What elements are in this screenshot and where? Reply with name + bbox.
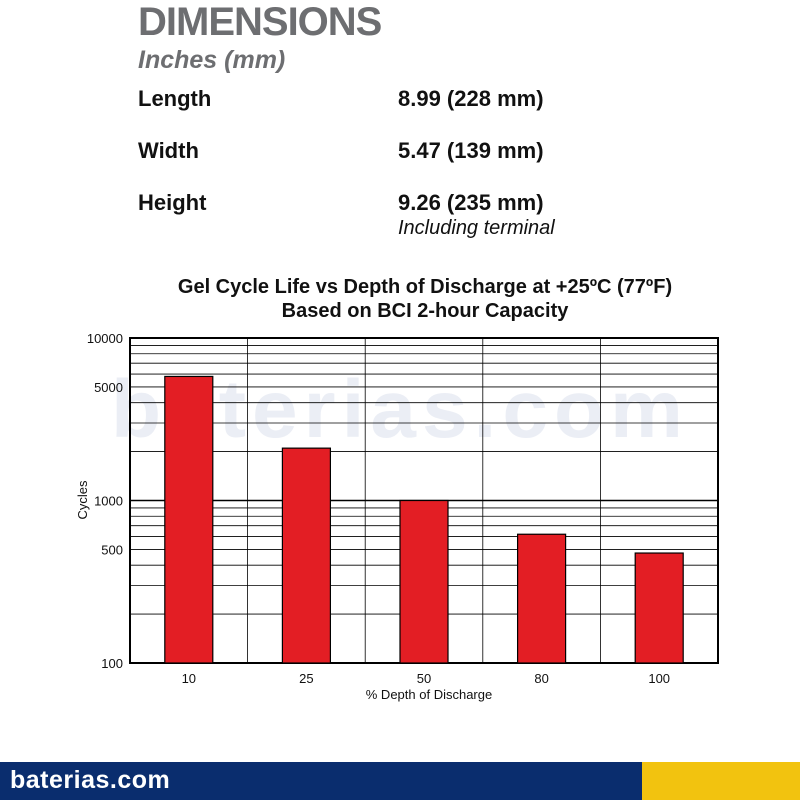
y-tick-label: 100 xyxy=(101,656,123,671)
y-tick-label: 500 xyxy=(101,542,123,557)
footer-logo[interactable]: baterias.com xyxy=(10,766,171,794)
x-axis-label: % Depth of Discharge xyxy=(366,687,492,702)
y-tick-label: 5000 xyxy=(94,380,123,395)
x-tick-label: 50 xyxy=(417,671,431,686)
dimension-label: Width xyxy=(138,138,199,163)
y-tick-label: 1000 xyxy=(94,494,123,509)
footer-bar: baterias.com xyxy=(0,762,800,800)
bar xyxy=(399,499,449,664)
x-tick-label: 80 xyxy=(534,671,548,686)
x-tick-label: 100 xyxy=(648,671,670,686)
dimension-row-length: Length 8.99 (228 mm) xyxy=(138,86,698,116)
footer-accent xyxy=(642,762,800,800)
dimension-row-height: Height 9.26 (235 mm) Including terminal xyxy=(138,190,698,239)
y-tick-label: 10000 xyxy=(87,331,123,346)
dimension-value: 5.47 (139 mm) xyxy=(398,138,544,163)
bar xyxy=(164,375,214,664)
x-tick-label: 25 xyxy=(299,671,313,686)
x-tick-label: 10 xyxy=(182,671,196,686)
bar xyxy=(634,552,684,664)
dimension-row-width: Width 5.47 (139 mm) xyxy=(138,138,698,168)
dimensions-subtitle: Inches (mm) xyxy=(138,46,286,74)
dimension-label: Height xyxy=(138,190,207,215)
dimension-value: 9.26 (235 mm) xyxy=(398,190,544,215)
dimensions-title: DIMENSIONS xyxy=(138,0,382,44)
dimension-value: 8.99 (228 mm) xyxy=(398,86,544,111)
chart-title: Gel Cycle Life vs Depth of Discharge at … xyxy=(177,276,673,298)
bar xyxy=(516,533,567,664)
dimension-label: Length xyxy=(138,86,212,111)
bar xyxy=(281,447,331,664)
dimension-note: Including terminal xyxy=(398,217,555,239)
y-axis-label: Cycles xyxy=(75,480,90,520)
chart-subtitle: Based on BCI 2-hour Capacity xyxy=(281,300,569,322)
